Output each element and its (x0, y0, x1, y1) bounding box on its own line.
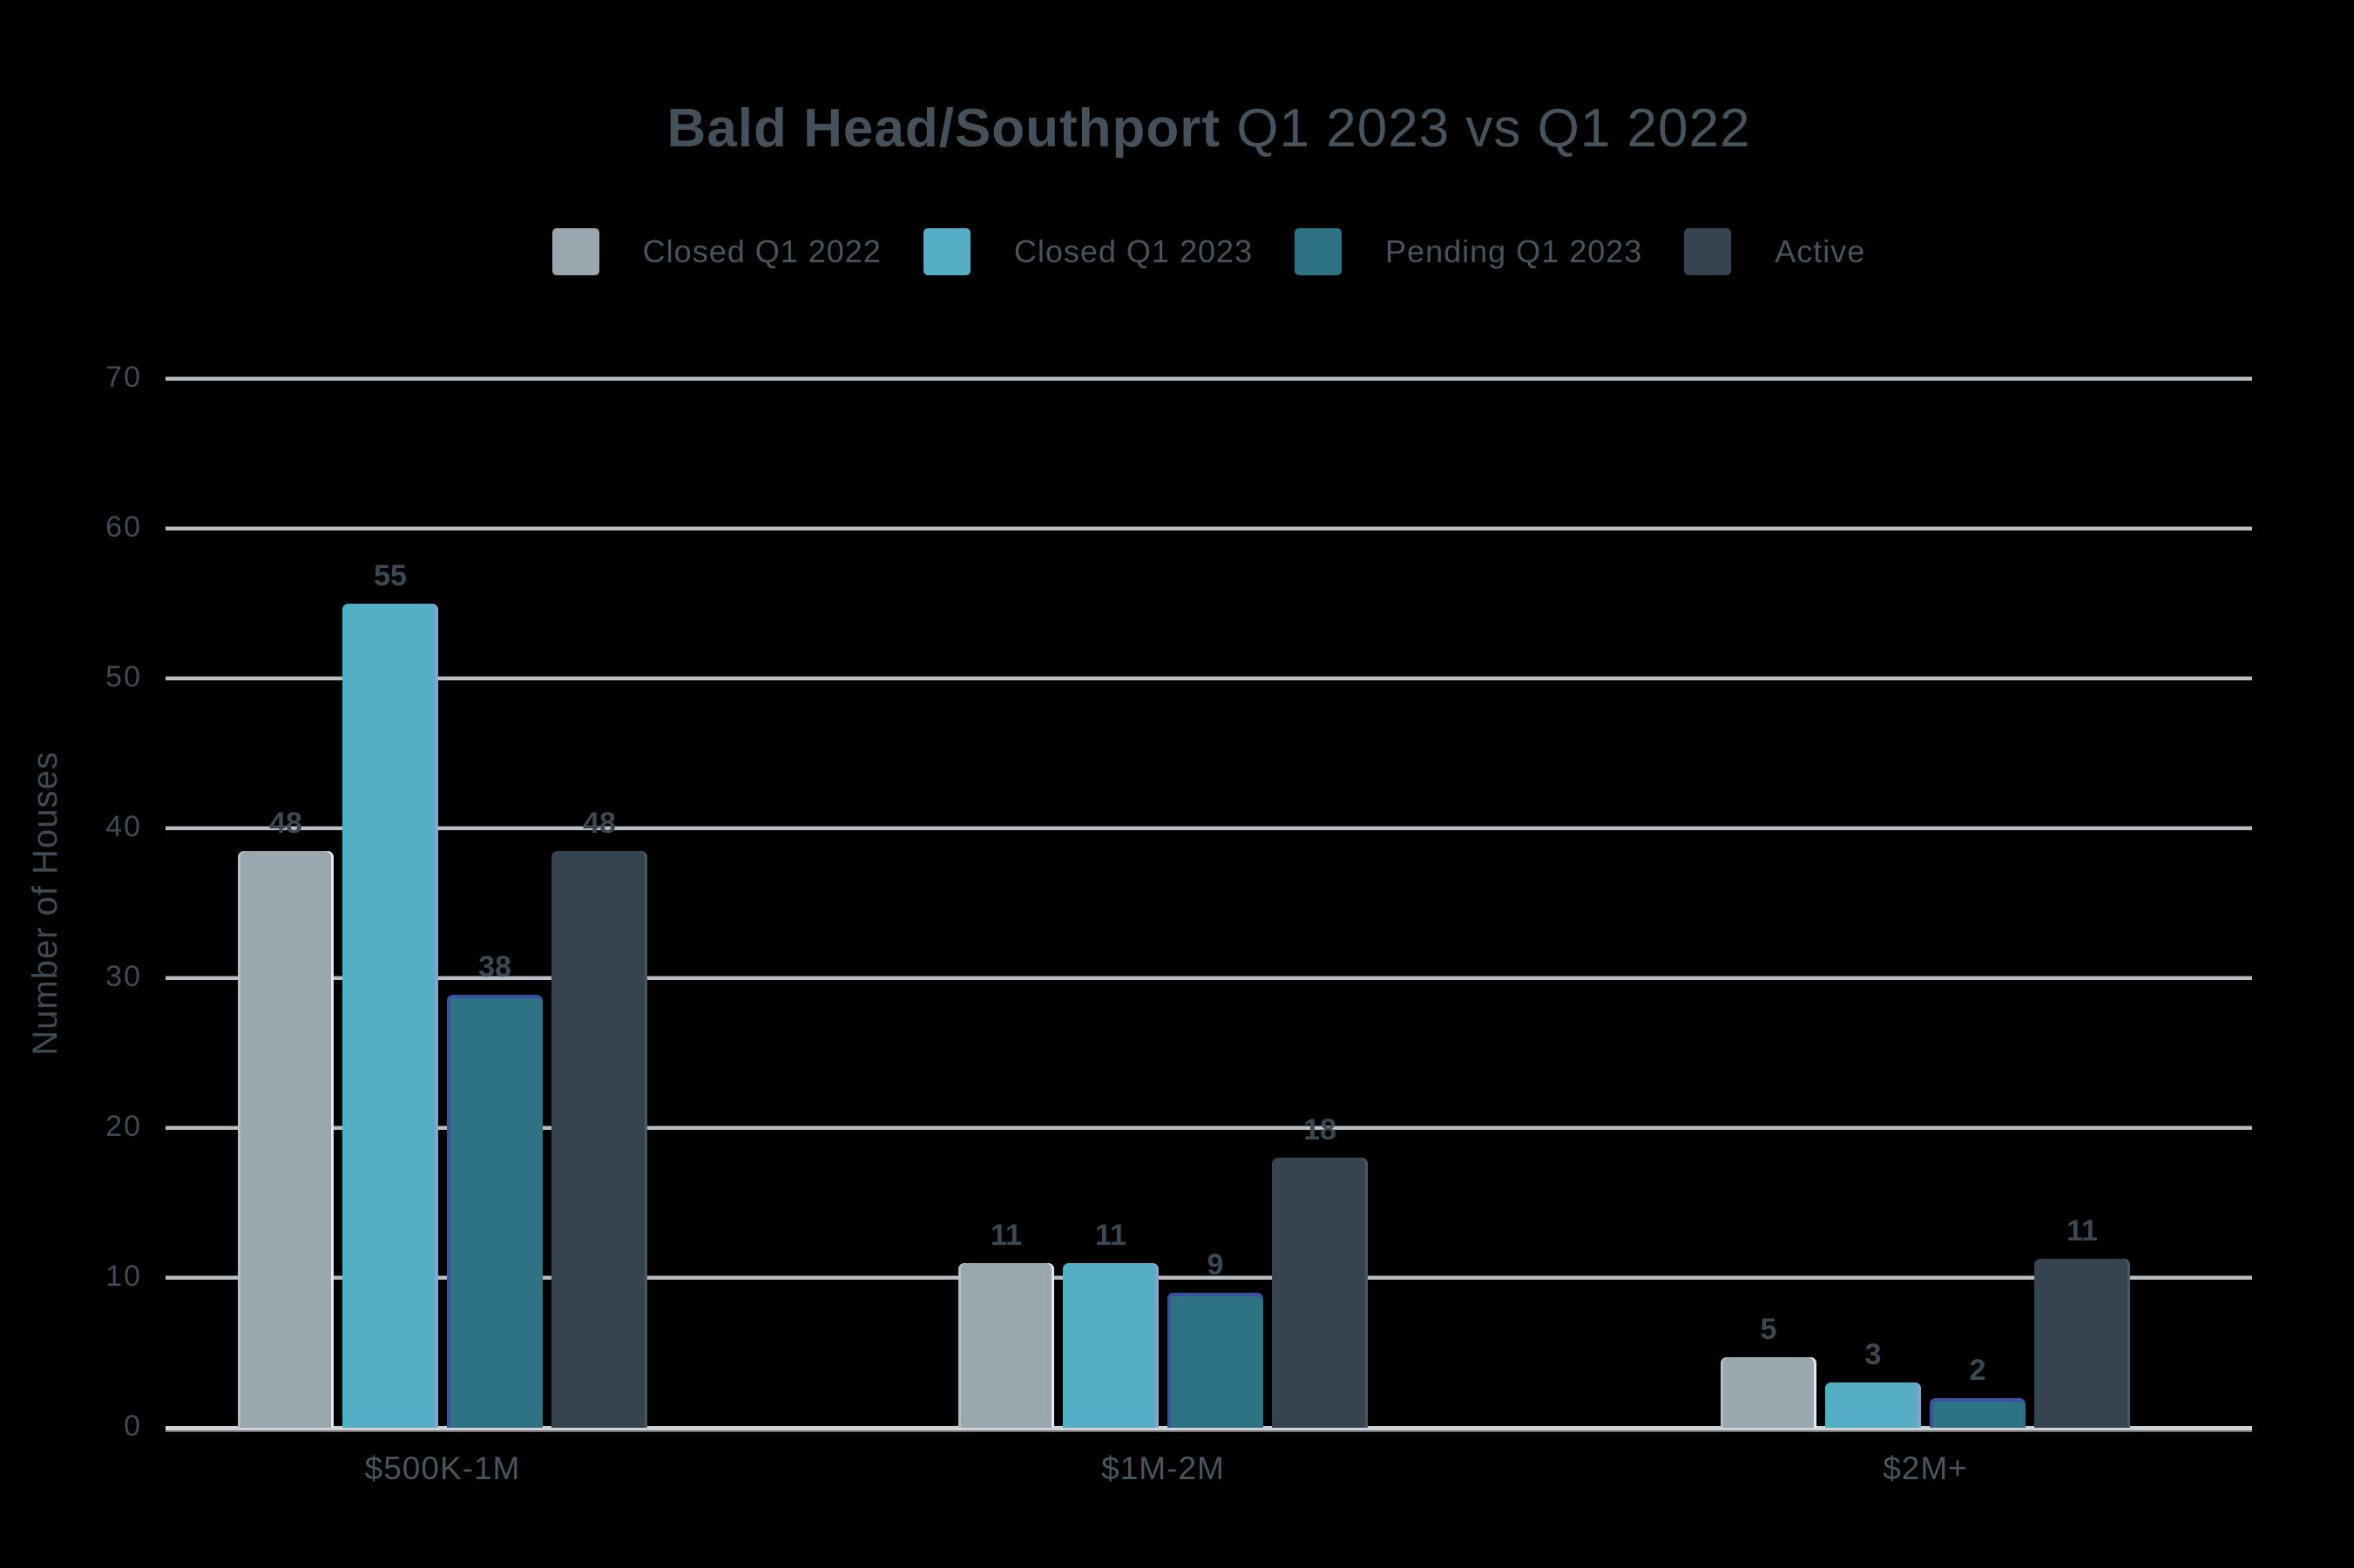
bar-Active-$1M-2M (1272, 1158, 1368, 1428)
chart-title-bold: Bald Head/Southport (666, 98, 1221, 159)
y-tick-label-50: 50 (105, 660, 142, 693)
y-tick-label-40: 40 (105, 810, 142, 843)
legend-swatch-Closed Q1 2023 (923, 228, 971, 275)
bar-Closed Q1 2023-$500K-1M (342, 604, 438, 1428)
bar-wrap: 48 (238, 807, 334, 1428)
bar-group-$1M-2M: 11 11 9 18 $1M-2M (958, 1113, 1368, 1486)
gridline-y-20 (166, 1126, 2252, 1130)
y-tick-label-60: 60 (105, 510, 142, 544)
bar-value-label-Pending Q1 2023-$500K-1M: 38 (478, 950, 511, 983)
chart-title-rest: Q1 2023 vs Q1 2022 (1221, 98, 1751, 159)
legend-label-Active: Active (1775, 233, 1866, 269)
legend-item-Closed Q1 2022: Closed Q1 2022 (551, 228, 882, 275)
bar-value-label-Closed Q1 2022-$2M+: 5 (1760, 1313, 1777, 1346)
legend-label-Closed Q1 2023: Closed Q1 2023 (1013, 233, 1254, 269)
bar-group-$500K-1M: 48 55 38 48 $500K-1M (238, 559, 647, 1486)
bar-Closed Q1 2022-$2M+ (1721, 1357, 1816, 1428)
legend-label-Pending Q1 2023: Pending Q1 2023 (1385, 233, 1643, 269)
y-tick-label-20: 20 (105, 1110, 142, 1143)
y-axis-title: Number of Houses (26, 751, 64, 1056)
bar-value-label-Closed Q1 2022-$1M-2M: 11 (991, 1219, 1022, 1252)
bar-group-$2M+: 5 3 2 11 $2M+ (1721, 1214, 2130, 1486)
bar-wrap: 11 (1063, 1219, 1159, 1428)
bar-wrap: 38 (447, 950, 543, 1428)
bar-wrap: 3 (1825, 1338, 1921, 1428)
chart-title: Bald Head/Southport Q1 2023 vs Q1 2022 (166, 98, 2252, 159)
legend-label-Closed Q1 2022: Closed Q1 2022 (642, 233, 882, 269)
bar-Active-$2M+ (2034, 1259, 2130, 1428)
bar-value-label-Closed Q1 2023-$500K-1M: 55 (374, 559, 407, 592)
bar-value-label-Active-$1M-2M: 18 (1303, 1113, 1336, 1146)
bar-wrap: 55 (342, 559, 438, 1428)
y-tick-label-30: 30 (105, 960, 142, 993)
bar-value-label-Active-$2M+: 11 (2067, 1214, 2098, 1247)
bar-Pending Q1 2023-$500K-1M (447, 995, 543, 1428)
bar-value-label-Closed Q1 2022-$500K-1M: 48 (269, 807, 302, 840)
bar-wrap: 2 (1930, 1354, 2026, 1428)
bar-wrap: 18 (1272, 1113, 1368, 1428)
bar-Closed Q1 2022-$500K-1M (238, 851, 334, 1428)
x-category-label-$500K-1M: $500K-1M (364, 1450, 521, 1486)
y-tick-label-10: 10 (105, 1260, 142, 1293)
bar-wrap: 11 (2034, 1214, 2130, 1428)
gridline-y-0 (166, 1426, 2252, 1430)
bar-wrap: 9 (1167, 1248, 1263, 1428)
legend-swatch-Pending Q1 2023 (1295, 228, 1343, 275)
bar-Closed Q1 2023-$1M-2M (1063, 1263, 1159, 1428)
bar-value-label-Closed Q1 2023-$2M+: 3 (1864, 1338, 1882, 1371)
bar-value-label-Pending Q1 2023-$1M-2M: 9 (1207, 1248, 1224, 1281)
x-category-label-$1M-2M: $1M-2M (1101, 1450, 1225, 1486)
gridline-y-10 (166, 1276, 2252, 1280)
bar-wrap: 11 (958, 1219, 1054, 1428)
bar-wrap: 48 (551, 807, 647, 1428)
y-tick-label-0: 0 (124, 1409, 142, 1443)
legend-item-Pending Q1 2023: Pending Q1 2023 (1295, 228, 1642, 275)
gridline-y-50 (166, 677, 2252, 680)
bar-Active-$500K-1M (551, 851, 647, 1428)
bar-Closed Q1 2022-$1M-2M (958, 1263, 1054, 1428)
legend-item-Active: Active (1684, 228, 1865, 275)
y-tick-label-70: 70 (105, 361, 142, 394)
legend-swatch-Closed Q1 2022 (551, 228, 599, 275)
bar-Pending Q1 2023-$2M+ (1930, 1398, 2026, 1428)
legend-swatch-Active (1684, 228, 1732, 275)
bar-Pending Q1 2023-$1M-2M (1167, 1293, 1263, 1428)
x-category-label-$2M+: $2M+ (1883, 1450, 1968, 1486)
legend-item-Closed Q1 2023: Closed Q1 2023 (923, 228, 1253, 275)
bar-value-label-Pending Q1 2023-$2M+: 2 (1969, 1354, 1986, 1387)
gridline-y-40 (166, 827, 2252, 830)
bar-Closed Q1 2023-$2M+ (1825, 1382, 1921, 1428)
bar-value-label-Active-$500K-1M: 48 (583, 807, 616, 840)
gridline-y-60 (166, 527, 2252, 531)
bar-wrap: 5 (1721, 1313, 1816, 1428)
gridline-y-70 (166, 377, 2252, 381)
legend: Closed Q1 2022 Closed Q1 2023 Pending Q1 2… (166, 228, 2252, 275)
bar-value-label-Closed Q1 2023-$1M-2M: 11 (1095, 1219, 1126, 1252)
gridline-y-30 (166, 977, 2252, 980)
